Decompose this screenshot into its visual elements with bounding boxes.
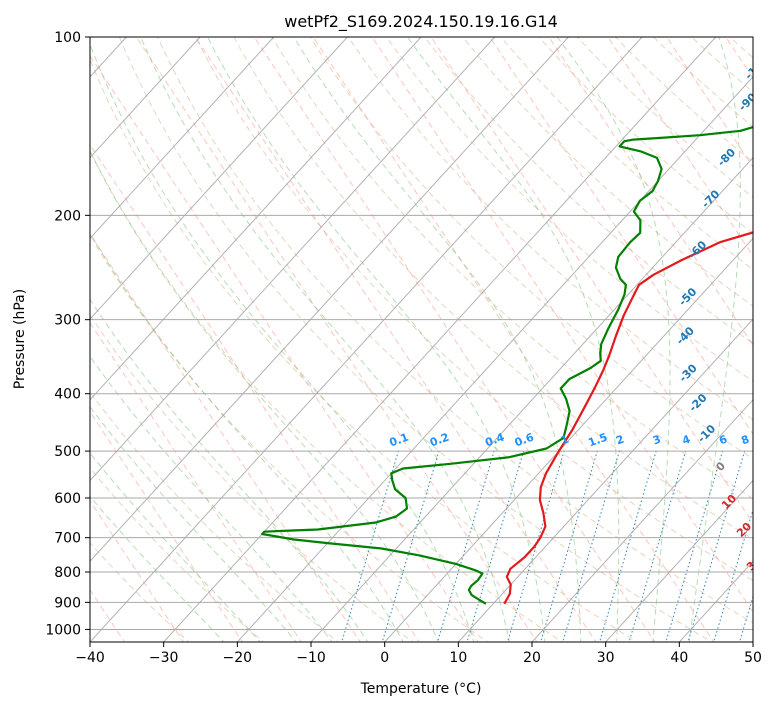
x-tick-label: −10 [296, 650, 326, 666]
x-tick-label: 20 [523, 650, 541, 666]
y-tick-label: 500 [54, 444, 81, 460]
x-tick-label: 10 [449, 650, 467, 666]
x-tick-label: 50 [744, 650, 762, 666]
x-tick-label: 0 [380, 650, 389, 666]
chart-title: wetPf2_S169.2024.150.19.16.G14 [284, 12, 558, 32]
y-tick-label: 100 [54, 30, 81, 46]
x-tick-label: 30 [597, 650, 615, 666]
y-axis-label: Pressure (hPa) [12, 289, 28, 389]
x-tick-label: −30 [149, 650, 179, 666]
y-tick-label: 700 [54, 531, 81, 547]
x-tick-label: −20 [223, 650, 253, 666]
x-tick-label: 40 [670, 650, 688, 666]
y-tick-label: 200 [54, 208, 81, 224]
y-tick-label: 300 [54, 313, 81, 329]
x-tick-label: −40 [75, 650, 105, 666]
y-tick-label: 900 [54, 595, 81, 611]
y-tick-label: 400 [54, 387, 81, 403]
x-axis-label: Temperature (°C) [360, 681, 482, 697]
y-tick-label: 1000 [45, 622, 81, 638]
y-tick-label: 600 [54, 491, 81, 507]
y-tick-label: 800 [54, 565, 81, 581]
